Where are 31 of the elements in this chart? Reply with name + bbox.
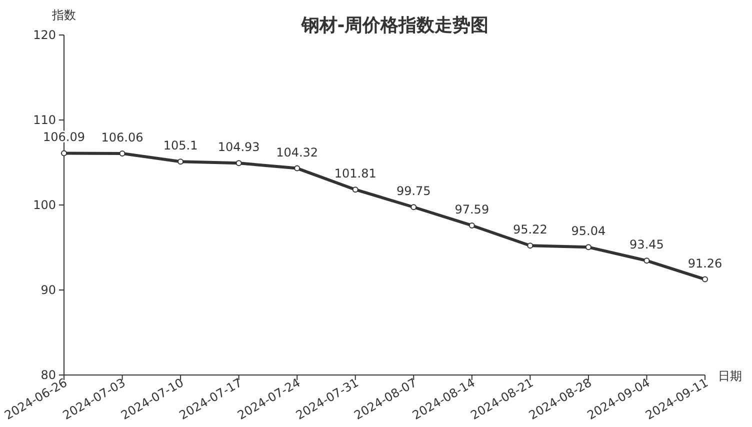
point <box>178 158 184 165</box>
data-label: 105.1 <box>163 138 198 153</box>
point <box>119 150 126 156</box>
data-label: 95.04 <box>571 224 606 238</box>
y-tick-label: 80 <box>40 368 56 382</box>
point <box>61 150 67 156</box>
point <box>527 242 534 249</box>
data-label: 93.45 <box>630 238 664 252</box>
chart-title: 钢材-周价格指数走势图 <box>300 15 489 36</box>
y-tick-label: 100 <box>33 198 56 212</box>
y-tick-label: 90 <box>40 283 56 297</box>
data-label: 104.32 <box>276 145 318 160</box>
point <box>468 222 475 228</box>
y-tick-label: 120 <box>33 28 56 42</box>
point <box>410 204 417 210</box>
point <box>352 186 358 193</box>
data-label: 95.22 <box>513 222 548 237</box>
point <box>702 276 708 282</box>
data-label: 106.06 <box>101 130 144 144</box>
data-label: 99.75 <box>396 184 431 198</box>
point <box>585 244 592 250</box>
x-axis-title: 日期 <box>718 369 742 383</box>
data-label: 104.93 <box>218 140 260 154</box>
data-label: 97.59 <box>454 202 490 216</box>
data-label: 101.81 <box>334 166 376 181</box>
y-axis-title: 指数 <box>51 8 76 22</box>
data-label: 91.26 <box>688 256 722 270</box>
point <box>236 160 242 166</box>
point <box>294 165 300 172</box>
point <box>644 258 650 264</box>
y-tick-label: 110 <box>33 113 56 127</box>
